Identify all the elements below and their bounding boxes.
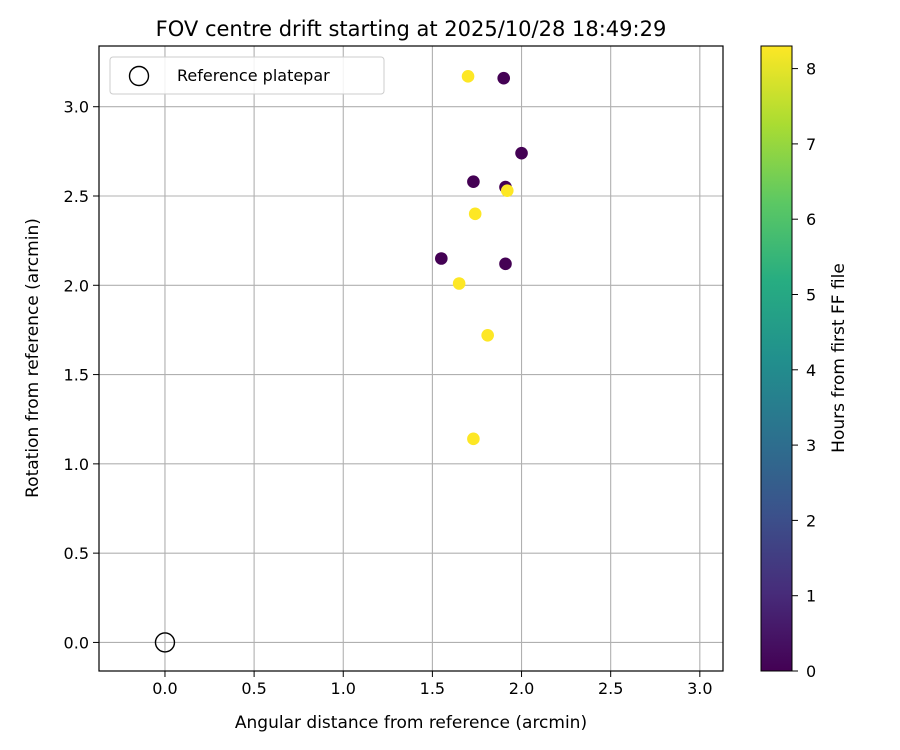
colorbar-tick-label: 3 [806,436,816,455]
chart-title: FOV centre drift starting at 2025/10/28 … [156,17,667,41]
x-tick-label: 2.5 [598,679,623,698]
x-tick-label: 0.0 [152,679,177,698]
x-tick-label: 2.0 [509,679,534,698]
data-point-10 [481,328,494,342]
colorbar: 0 1 2 3 4 5 6 7 8 Hours from first FF file [760,45,849,681]
data-point-6 [461,70,475,83]
legend: Reference platepar [109,56,385,95]
data-point-8 [468,207,482,221]
y-tick-label: 2.5 [64,187,89,206]
data-point-0 [497,71,511,85]
data-point-5 [499,257,512,271]
legend-entry-label: Reference platepar [177,66,330,85]
colorbar-tick-label: 2 [806,511,816,530]
x-tick-label: 1.0 [331,679,356,698]
legend-box [109,56,385,95]
data-point-1 [515,146,528,160]
colorbar-tick-label: 1 [806,587,816,606]
x-tick-label: 0.5 [241,679,266,698]
data-point-4 [435,252,448,265]
data-point-9 [452,277,466,290]
y-tick-label: 0.5 [64,544,89,563]
colorbar-label: Hours from first FF file [829,263,849,453]
x-tick-label: 3.0 [687,679,712,698]
colorbar-ticks: 0 1 2 3 4 5 6 7 8 [792,60,816,681]
y-tick-label: 3.0 [64,98,89,117]
x-axis-ticks: 0.0 0.5 1.0 1.5 2.0 2.5 3.0 [152,671,713,698]
colorbar-tick-label: 6 [806,210,816,229]
y-tick-label: 2.0 [64,276,89,295]
grid-lines [99,46,723,671]
reference-platepar-marker [154,632,176,653]
data-point-7 [500,184,514,197]
colorbar-tick-label: 8 [806,60,816,79]
colorbar-tick-label: 7 [806,135,816,154]
y-tick-label: 0.0 [64,633,89,652]
y-tick-label: 1.0 [64,455,89,474]
legend-marker-icon [128,65,150,87]
data-point-11 [467,432,480,446]
y-axis-ticks: 0.0 0.5 1.0 1.5 2.0 2.5 3.0 [64,98,99,652]
x-tick-label: 1.5 [420,679,445,698]
data-point-2 [467,175,480,189]
y-axis-label: Rotation from reference (arcmin) [23,218,43,498]
colorbar-tick-label: 5 [806,285,816,304]
colorbar-gradient [760,45,793,672]
y-tick-label: 1.5 [64,366,89,385]
colorbar-tick-label: 4 [806,361,816,380]
plot-frame [98,45,724,672]
colorbar-tick-label: 0 [806,662,816,681]
data-points [154,70,528,653]
x-axis-label: Angular distance from reference (arcmin) [235,713,587,733]
